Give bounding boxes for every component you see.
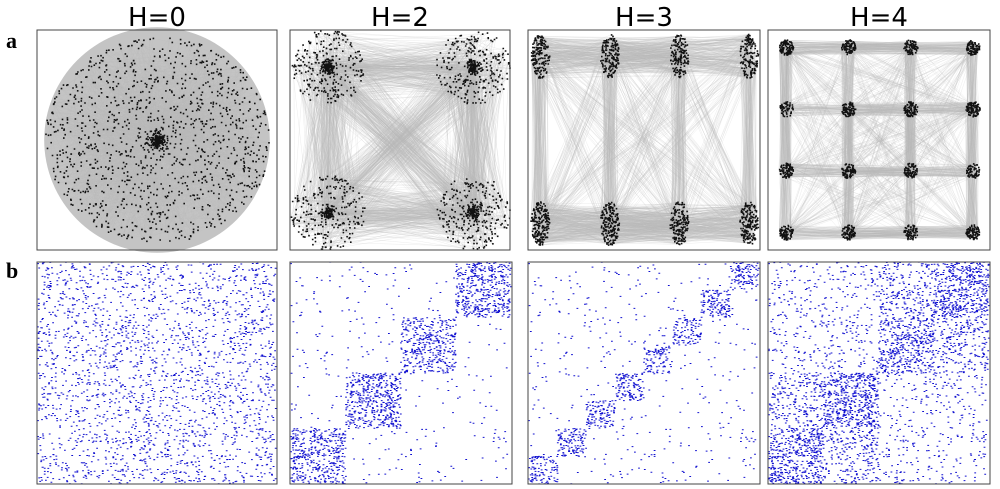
panel-frame <box>289 29 511 251</box>
column-title: H=2 <box>371 3 429 33</box>
panel-frame <box>36 29 278 251</box>
network-nodes <box>530 33 760 246</box>
network-edges <box>530 34 758 246</box>
matrix-frame <box>36 261 278 485</box>
network-nodes <box>290 30 511 250</box>
panel-frame <box>767 29 991 251</box>
matrix-frame <box>767 261 991 485</box>
matrix-frame <box>527 261 761 485</box>
matrix-frame <box>289 261 513 485</box>
panel-label: b <box>6 258 18 283</box>
matrix-frame <box>36 261 278 485</box>
network-nodes <box>45 37 270 243</box>
column-title: H=3 <box>615 3 673 33</box>
panel-frame <box>527 29 761 251</box>
matrix-entries <box>37 261 277 485</box>
panel-label: a <box>6 28 17 53</box>
panel-frame <box>527 29 761 251</box>
matrix-entries <box>768 261 990 485</box>
column-title: H=4 <box>850 3 908 33</box>
panel-frame <box>767 29 991 251</box>
network-nodes <box>778 39 981 241</box>
matrix-frame <box>767 261 991 485</box>
matrix-entries <box>528 261 760 485</box>
matrix-frame <box>527 261 761 485</box>
matrix-frame <box>289 261 513 485</box>
